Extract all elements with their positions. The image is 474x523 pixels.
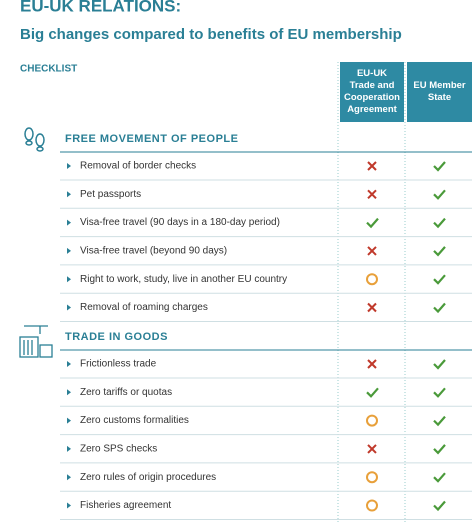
cross-stroke bbox=[367, 189, 377, 200]
check-icon bbox=[433, 302, 446, 314]
subtitle: Big changes compared to benefits of EU m… bbox=[20, 26, 402, 43]
bullet bbox=[67, 361, 71, 367]
check-icon bbox=[433, 274, 446, 285]
partial-icon bbox=[366, 414, 378, 427]
cross-icon bbox=[367, 246, 377, 256]
cross-stroke bbox=[367, 246, 377, 256]
bullet bbox=[67, 163, 71, 169]
bullet bbox=[67, 304, 71, 311]
cross-icon bbox=[367, 189, 377, 200]
check-icon bbox=[433, 359, 446, 370]
column-header: EU-UK Trade and Cooperation Agreement bbox=[340, 62, 404, 122]
section-title: TRADE IN GOODS bbox=[65, 331, 168, 343]
cross-icon bbox=[367, 161, 377, 171]
checklist-label: CHECKLIST bbox=[20, 64, 77, 75]
check-icon bbox=[433, 387, 446, 398]
check-icon bbox=[366, 387, 379, 398]
check-icon bbox=[433, 444, 446, 455]
check-icon bbox=[433, 415, 446, 427]
partial-icon bbox=[366, 273, 378, 286]
cross-stroke bbox=[367, 302, 377, 313]
row-label: Zero customs formalities bbox=[80, 415, 189, 426]
row-label: Zero SPS checks bbox=[80, 444, 157, 455]
row-label: Visa-free travel (beyond 90 days) bbox=[80, 246, 227, 257]
containers-icon bbox=[19, 325, 53, 358]
column-header: EU Member State bbox=[407, 62, 472, 122]
row-label: Zero tariffs or quotas bbox=[80, 387, 172, 398]
check-icon bbox=[433, 246, 446, 257]
cross-stroke bbox=[367, 444, 377, 454]
check-icon bbox=[433, 161, 446, 172]
bullet bbox=[67, 445, 71, 452]
row-label: Zero rules of origin procedures bbox=[80, 472, 216, 483]
check-icon bbox=[433, 472, 446, 483]
row-label: Removal of border checks bbox=[80, 161, 196, 172]
bullet bbox=[67, 417, 71, 424]
footprints-icon bbox=[24, 127, 45, 152]
row-label: Removal of roaming charges bbox=[80, 302, 208, 313]
check-icon bbox=[433, 189, 446, 200]
cross-stroke bbox=[367, 161, 377, 171]
check-icon bbox=[366, 217, 379, 229]
section-title: FREE MOVEMENT OF PEOPLE bbox=[65, 133, 238, 145]
partial-icon bbox=[366, 499, 378, 512]
row-label: Right to work, study, live in another EU… bbox=[80, 274, 287, 285]
bullet bbox=[67, 276, 71, 283]
row-label: Frictionless trade bbox=[80, 359, 157, 370]
check-icon bbox=[433, 500, 446, 512]
title: EU-UK RELATIONS: bbox=[20, 0, 181, 15]
bullet bbox=[67, 191, 71, 198]
cross-stroke bbox=[367, 359, 377, 369]
partial-icon bbox=[366, 471, 378, 484]
bullet bbox=[67, 502, 71, 509]
cross-icon bbox=[367, 444, 377, 454]
bullet bbox=[67, 247, 71, 254]
bullet bbox=[67, 474, 71, 481]
row-label: Visa-free travel (90 days in a 180-day p… bbox=[80, 217, 280, 228]
bullet bbox=[67, 389, 71, 396]
cross-icon bbox=[367, 302, 377, 313]
cross-icon bbox=[367, 359, 377, 369]
check-icon bbox=[433, 217, 446, 229]
row-label: Fisheries agreement bbox=[80, 500, 171, 511]
row-label: Pet passports bbox=[80, 189, 141, 200]
bullet bbox=[67, 219, 71, 226]
